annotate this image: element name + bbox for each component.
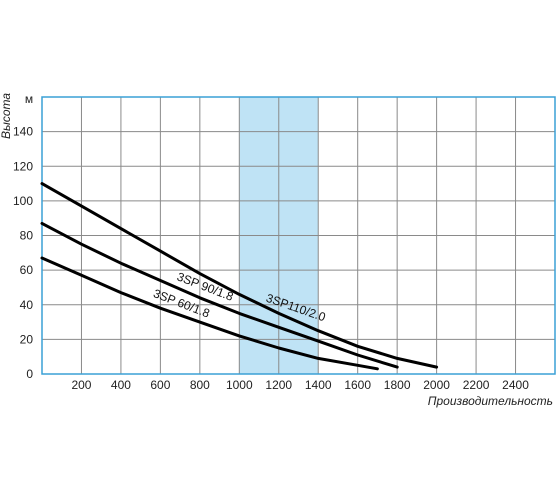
y-tick-label: 100: [13, 194, 33, 208]
series-line-1: [40, 182, 439, 369]
x-tick-label: 2400: [502, 378, 529, 392]
y-tick-label: 0: [26, 367, 33, 381]
x-tick-label: 1000: [226, 378, 253, 392]
x-tick-label: 1800: [384, 378, 411, 392]
x-tick-label: 1200: [265, 378, 292, 392]
x-tick-label: 1400: [305, 378, 332, 392]
x-tick-label: 2200: [463, 378, 490, 392]
series-line-2: [40, 221, 399, 369]
x-tick-label: 600: [150, 378, 170, 392]
y-axis-unit: м: [25, 92, 33, 106]
y-axis-title: Высота: [0, 93, 13, 139]
y-tick-label: 40: [20, 298, 34, 312]
x-tick-label: 400: [111, 378, 131, 392]
y-tick-label: 20: [20, 332, 34, 346]
plot-frame: [41, 96, 556, 375]
x-axis-title: Производительность: [428, 394, 553, 408]
series-line-3: [40, 256, 379, 371]
y-tick-label: 140: [13, 125, 33, 139]
y-tick-label: 80: [20, 229, 34, 243]
y-tick-label: 60: [20, 263, 34, 277]
x-tick-label: 2000: [423, 378, 450, 392]
x-tick-label: 200: [71, 378, 91, 392]
y-tick-label: 120: [13, 159, 33, 173]
x-tick-label: 1600: [344, 378, 371, 392]
x-tick-label: 800: [190, 378, 210, 392]
